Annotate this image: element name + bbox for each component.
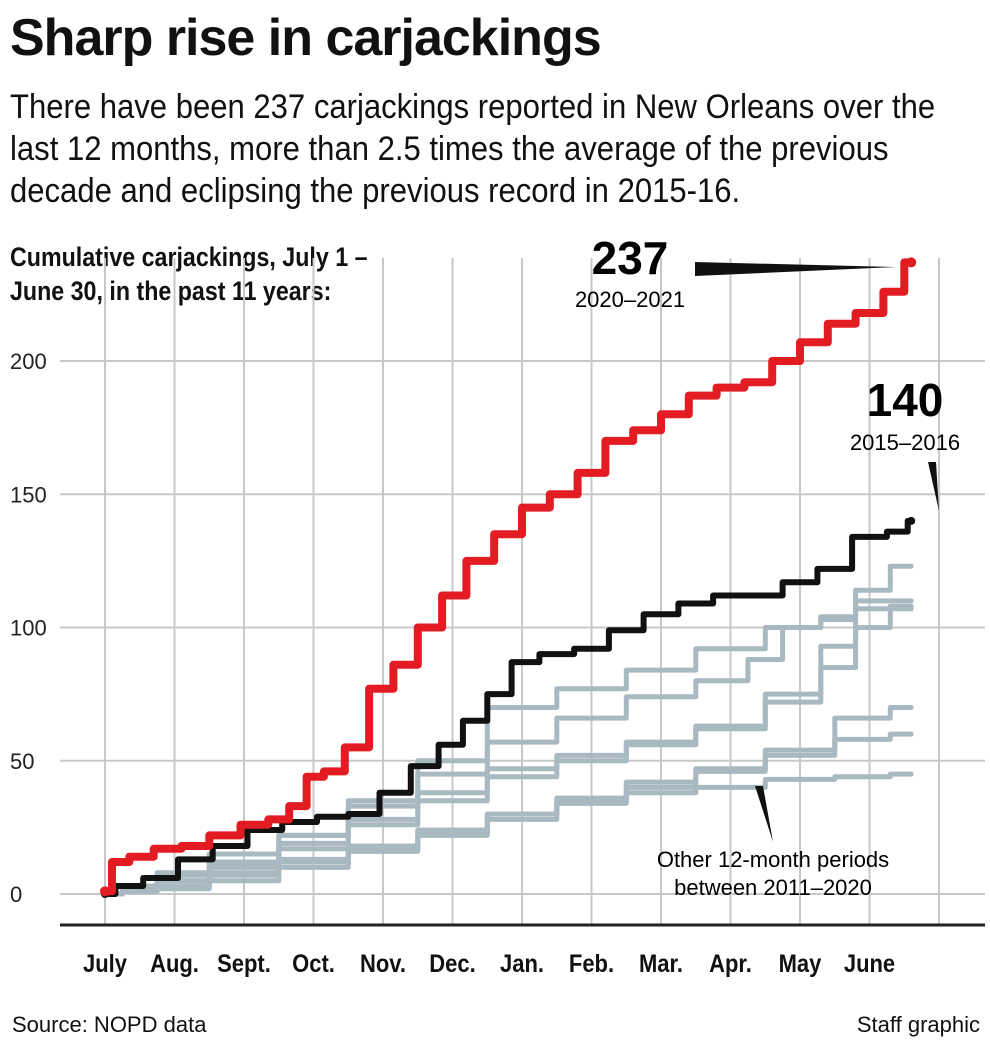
line-chart: 0 50 100 150 200 July Aug. Sept. Oct. Nov. Dec. Ja…	[10, 232, 985, 978]
others-label-line-1: Other 12-month periods	[657, 847, 889, 872]
grid-lines	[60, 258, 985, 925]
current-period-label: 2020–2021	[575, 287, 685, 312]
current-value-label: 237	[592, 232, 669, 284]
record-value-label: 140	[867, 374, 944, 426]
y-tick-label: 200	[10, 349, 47, 374]
x-tick-label: June	[844, 950, 895, 978]
x-tick-label: Oct.	[292, 950, 335, 978]
x-tick-label: Dec.	[429, 950, 475, 978]
x-tick-label: Mar.	[639, 950, 683, 978]
chart-description-line-2: June 30, in the past 11 years:	[10, 276, 332, 306]
series-end-point	[907, 516, 916, 525]
series-line-2020-2021	[101, 258, 916, 896]
chart-description: Cumulative carjackings, July 1 – June 30…	[10, 240, 368, 308]
record-period-label: 2015–2016	[850, 430, 960, 455]
x-tick-label: Sept.	[217, 950, 271, 978]
x-tick-label: Apr.	[709, 950, 752, 978]
series-end-point	[906, 257, 917, 268]
series-line-2015-2016	[102, 517, 915, 897]
chart-subtitle: There have been 237 carjackings reported…	[10, 88, 936, 210]
y-tick-label: 0	[10, 882, 22, 907]
y-tick-label: 100	[10, 616, 47, 641]
chart-title-heading: Sharp rise in carjackings	[10, 9, 602, 67]
y-tick-label: 150	[10, 482, 47, 507]
x-tick-label: May	[779, 950, 822, 978]
current-callout-pointer	[695, 262, 896, 276]
x-tick-label: Jan.	[500, 950, 544, 978]
source-note: Source: NOPD data	[12, 1012, 207, 1037]
y-tick-label: 50	[10, 749, 34, 774]
series-lines	[100, 257, 917, 898]
series-start-point	[100, 886, 110, 897]
x-tick-label: July	[83, 950, 127, 978]
x-tick-label: Aug.	[150, 950, 199, 978]
others-callout-pointer	[755, 786, 773, 842]
others-label-line-2: between 2011–2020	[674, 875, 872, 900]
credit-note: Staff graphic	[856, 1012, 980, 1037]
chart-description-line-1: Cumulative carjackings, July 1 –	[10, 242, 368, 272]
x-tick-label: Nov.	[360, 950, 406, 978]
x-axis-tick-labels: July Aug. Sept. Oct. Nov. Dec. Jan. Feb. Mar. Apr…	[83, 950, 895, 978]
y-axis-tick-labels: 0 50 100 150 200	[10, 349, 47, 907]
record-callout-pointer	[928, 462, 939, 511]
x-tick-label: Feb.	[569, 950, 614, 978]
series-line-other	[102, 771, 914, 897]
annotations: 237 2020–2021 140 2015–2016 Other 12-mon…	[575, 232, 960, 900]
